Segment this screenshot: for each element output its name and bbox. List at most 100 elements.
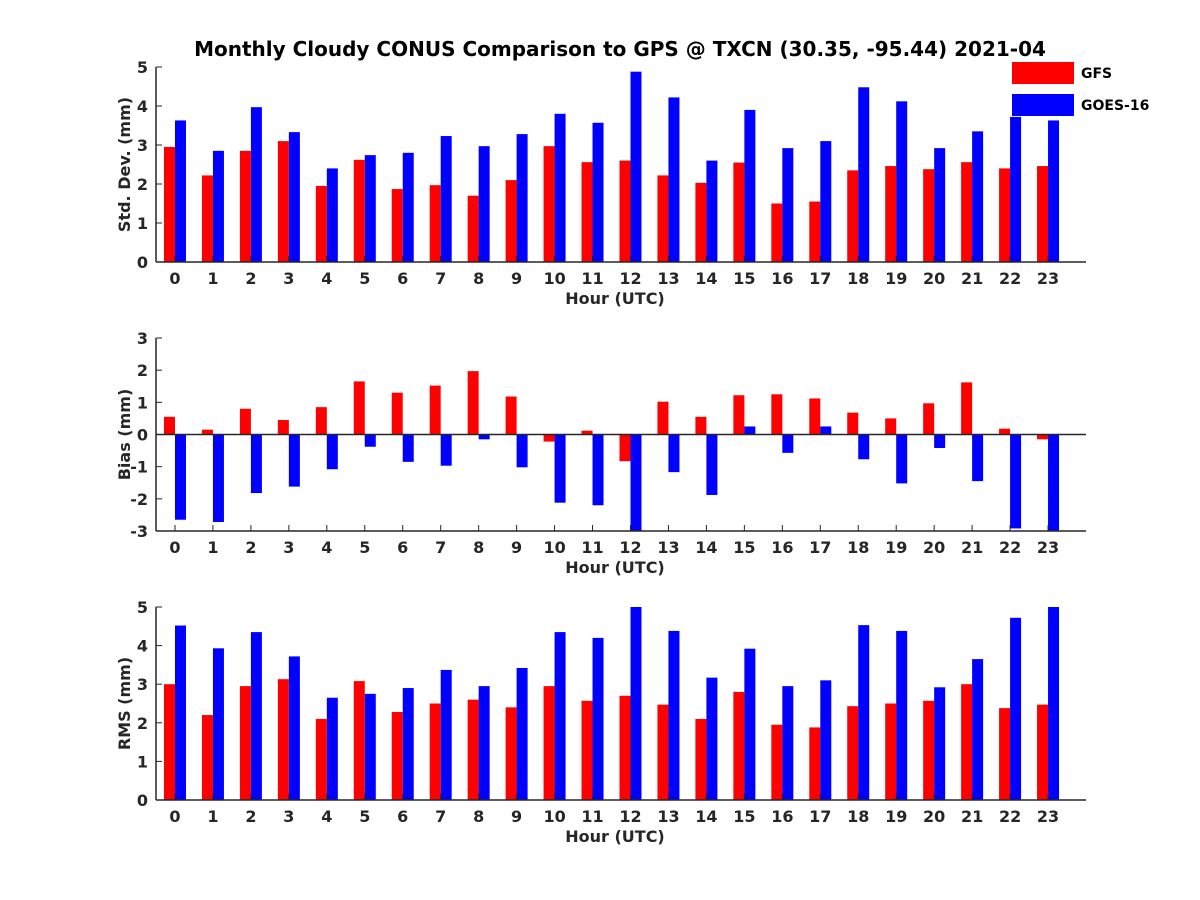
y-tick-label: 1 [137,393,148,412]
x-tick-label: 0 [169,269,180,288]
bar-gfs-18 [847,706,859,800]
bar-goes-16-22 [1010,617,1022,800]
bar-goes-16-7 [440,136,452,262]
x-tick-label: 2 [245,269,256,288]
bar-gfs-1 [201,175,213,262]
bar-goes-16-21 [972,434,984,482]
legend-swatch [1012,62,1074,84]
x-tick-label: 10 [543,538,565,557]
bar-gfs-21 [961,684,973,800]
bar-gfs-0 [163,416,175,435]
x-tick-label: 17 [809,269,831,288]
bar-gfs-13 [657,401,669,435]
legend-swatch [1012,94,1074,116]
x-tick-label: 23 [1037,538,1059,557]
x-tick-label: 3 [283,538,294,557]
bar-gfs-23 [1037,704,1049,800]
bar-goes-16-18 [858,625,870,800]
x-tick-label: 21 [961,269,983,288]
y-tick-label: 2 [137,361,148,380]
bar-goes-16-6 [402,434,414,462]
bar-goes-16-18 [858,87,870,262]
x-tick-label: 1 [207,269,218,288]
legend: GFS GOES-16 [1012,62,1149,116]
y-axis-label: RMS (mm) [115,657,134,750]
bar-gfs-6 [391,392,403,435]
y-tick-label: 3 [137,675,148,694]
bar-gfs-10 [543,434,555,442]
bar-goes-16-16 [782,434,794,453]
x-tick-label: 18 [847,538,869,557]
bar-goes-16-3 [288,434,300,487]
x-tick-label: 10 [543,807,565,826]
bar-gfs-20 [923,403,935,435]
x-tick-label: 18 [847,807,869,826]
x-tick-label: 11 [581,269,603,288]
x-tick-label: 5 [359,807,370,826]
bar-gfs-13 [657,175,669,262]
x-tick-label: 4 [321,538,332,557]
bar-goes-16-16 [782,686,794,800]
bar-gfs-7 [429,703,441,800]
bar-goes-16-2 [250,107,262,262]
x-tick-label: 19 [885,807,907,826]
bar-goes-16-18 [858,434,870,460]
bar-gfs-17 [809,727,821,800]
bar-gfs-4 [315,185,327,262]
bar-gfs-16 [771,724,783,800]
bar-gfs-4 [315,718,327,800]
x-tick-label: 15 [733,538,755,557]
bar-goes-16-23 [1048,434,1060,531]
x-tick-label: 20 [923,538,945,557]
x-tick-label: 4 [321,269,332,288]
bar-goes-16-17 [820,680,832,800]
x-tick-label: 21 [961,538,983,557]
bar-gfs-18 [847,170,859,262]
bar-gfs-14 [695,182,707,262]
bar-gfs-17 [809,201,821,262]
bar-goes-16-8 [478,146,490,262]
bar-gfs-15 [733,691,745,800]
bar-goes-16-17 [820,426,832,435]
y-tick-label: 5 [137,598,148,617]
bar-goes-16-14 [706,677,718,800]
x-tick-label: 20 [923,807,945,826]
bar-goes-16-13 [668,97,680,262]
bar-goes-16-22 [1010,116,1022,262]
x-tick-label: 14 [695,269,717,288]
x-tick-label: 23 [1037,807,1059,826]
x-tick-label: 7 [435,538,446,557]
x-tick-label: 2 [245,538,256,557]
bar-gfs-1 [201,715,213,800]
bar-goes-16-9 [516,434,528,468]
bar-goes-16-5 [364,434,376,447]
bar-gfs-22 [999,708,1011,800]
x-axis-label: Hour (UTC) [565,558,665,577]
bar-gfs-21 [961,162,973,262]
bar-goes-16-15 [744,109,756,263]
bar-goes-16-8 [478,434,490,440]
x-tick-label: 6 [397,538,408,557]
bar-goes-16-7 [440,434,452,466]
x-tick-label: 17 [809,538,831,557]
bar-gfs-1 [201,429,213,435]
bar-goes-16-20 [934,687,946,800]
bar-goes-16-20 [934,434,946,449]
x-tick-label: 15 [733,269,755,288]
bar-gfs-3 [277,420,289,435]
bar-gfs-23 [1037,434,1049,440]
bar-gfs-6 [391,711,403,800]
bar-gfs-12 [619,434,631,462]
bar-goes-16-0 [174,625,186,800]
x-tick-label: 7 [435,269,446,288]
bar-gfs-9 [505,180,517,262]
x-tick-label: 4 [321,807,332,826]
x-tick-label: 15 [733,807,755,826]
bar-gfs-11 [581,430,593,435]
bar-goes-16-13 [668,434,680,473]
bar-gfs-11 [581,700,593,800]
bar-goes-16-0 [174,434,186,520]
